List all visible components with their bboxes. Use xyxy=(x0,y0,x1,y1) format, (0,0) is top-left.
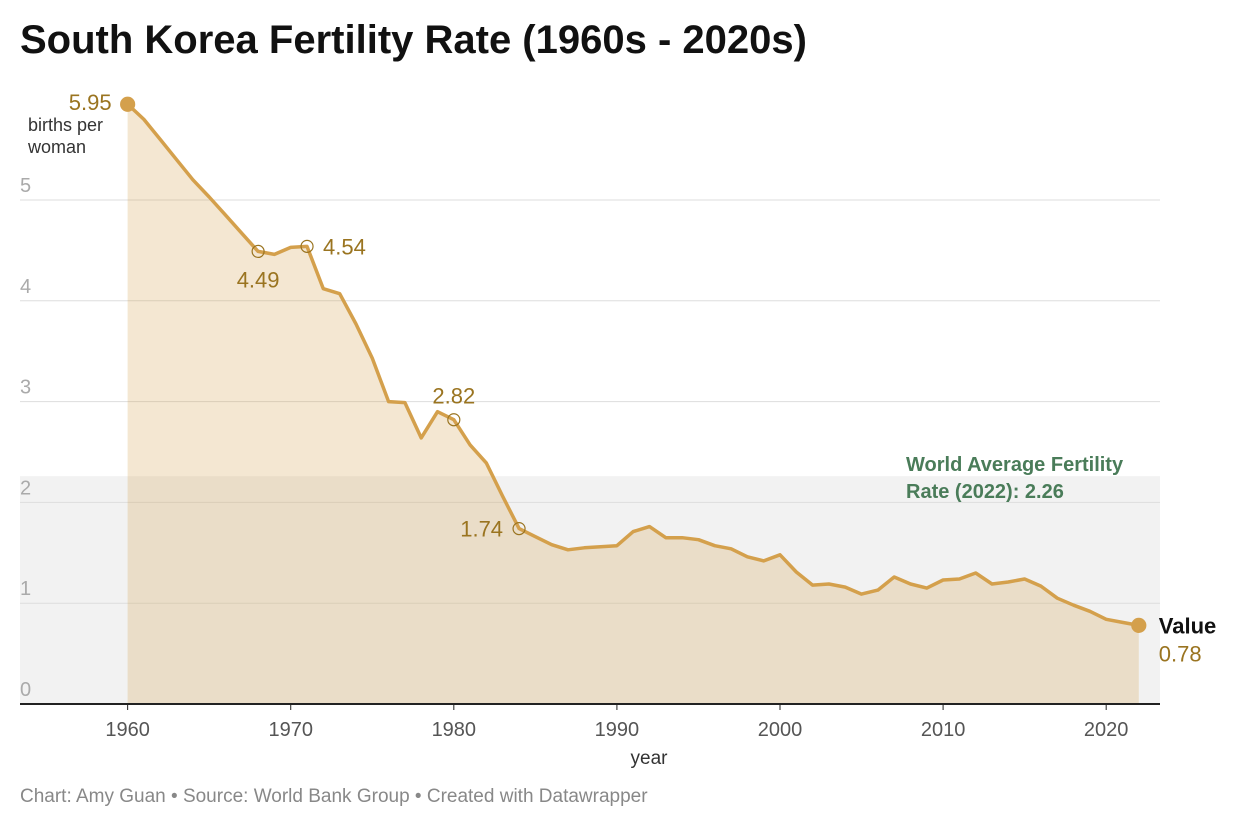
data-label: 0.78 xyxy=(1159,641,1202,666)
highlight-point xyxy=(300,239,314,253)
y-tick-label: 0 xyxy=(20,679,31,701)
data-label: 1.74 xyxy=(460,517,503,542)
highlight-point xyxy=(447,413,461,427)
y-axis-label: births per woman xyxy=(28,115,104,157)
series-label: Value xyxy=(1159,613,1216,638)
x-tick-label: 1970 xyxy=(268,719,313,741)
y-tick-label: 3 xyxy=(20,377,31,399)
y-tick-label: 5 xyxy=(20,175,31,197)
reference-band xyxy=(20,476,1160,704)
y-tick-label: 4 xyxy=(20,276,31,298)
line xyxy=(126,102,1140,628)
x-axis-label: year xyxy=(630,748,668,769)
chart-title: South Korea Fertility Rate (1960s - 2020… xyxy=(20,18,807,62)
x-tick-label: 2010 xyxy=(921,719,966,741)
data-label: 4.54 xyxy=(323,234,366,259)
highlight-point xyxy=(120,96,136,112)
data-label: 4.49 xyxy=(237,267,280,292)
data-label: 5.95 xyxy=(69,90,112,115)
area xyxy=(127,104,1139,704)
x-tick-label: 1980 xyxy=(432,719,477,741)
highlight-point xyxy=(251,244,265,259)
reference-note: World Average Fertility Rate (2022): 2.2… xyxy=(906,454,1124,503)
y-tick-label: 2 xyxy=(20,477,31,499)
x-tick-label: 2020 xyxy=(1084,719,1129,741)
x-tick-label: 2000 xyxy=(758,719,803,741)
y-tick-label: 1 xyxy=(20,578,31,600)
data-label: 2.82 xyxy=(432,384,475,409)
highlight-point xyxy=(512,522,526,536)
highlight-point xyxy=(1131,617,1147,633)
x-tick-label: 1990 xyxy=(595,719,640,741)
footer: Chart: Amy Guan • Source: World Bank Gro… xyxy=(20,786,648,807)
x-tick-label: 1960 xyxy=(105,719,150,741)
